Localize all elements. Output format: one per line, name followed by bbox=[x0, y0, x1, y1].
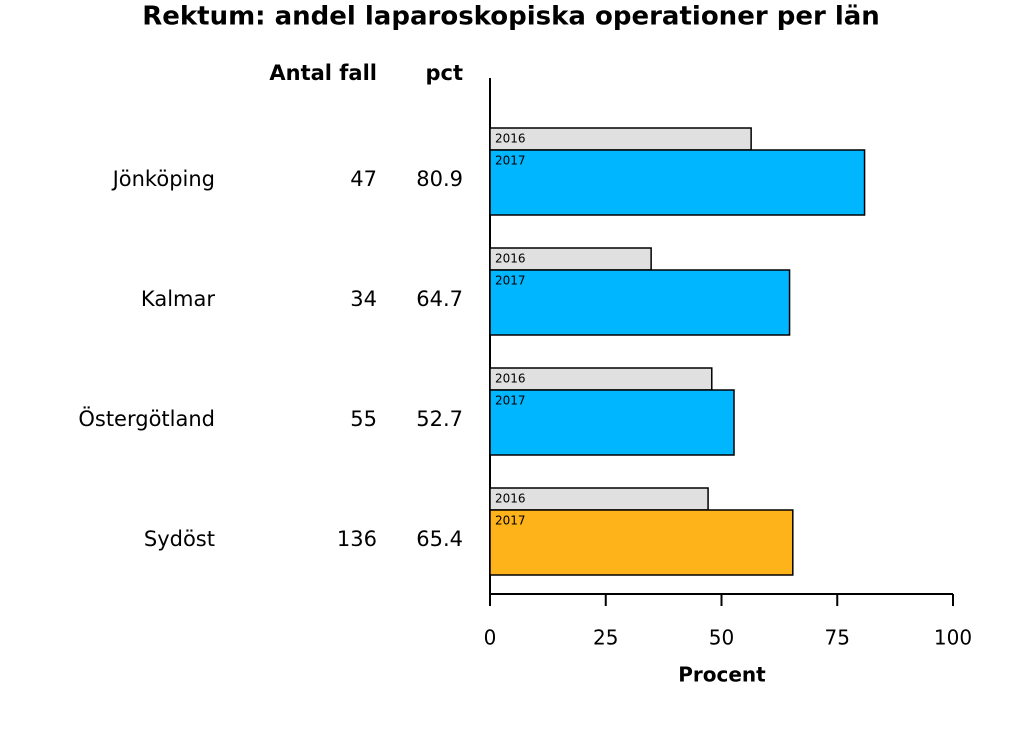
bar-series-label: 2016 bbox=[495, 372, 526, 386]
table-cell: 55 bbox=[350, 407, 377, 431]
bar-series-label: 2017 bbox=[495, 154, 526, 168]
bar-series-label: 2017 bbox=[495, 514, 526, 528]
bar bbox=[489, 389, 735, 456]
category-label: Östergötland bbox=[78, 406, 215, 431]
bar bbox=[489, 127, 752, 151]
bar-series-label: 2016 bbox=[495, 492, 526, 506]
bar-series-label: 2017 bbox=[495, 394, 526, 408]
column-header: pct bbox=[425, 61, 463, 85]
bar-series-label: 2017 bbox=[495, 274, 526, 288]
x-tick-label: 75 bbox=[825, 626, 850, 650]
bar bbox=[489, 149, 866, 216]
bar bbox=[489, 269, 791, 336]
table-cell: 65.4 bbox=[416, 527, 463, 551]
x-tick-label: 100 bbox=[934, 626, 972, 650]
table-cell: 34 bbox=[350, 287, 377, 311]
x-tick-label: 25 bbox=[593, 626, 618, 650]
table-cell: 80.9 bbox=[416, 167, 463, 191]
column-header: Antal fall bbox=[269, 61, 377, 85]
x-axis-label: Procent bbox=[678, 663, 766, 687]
bar bbox=[489, 509, 794, 576]
chart-title: Rektum: andel laparoskopiska operationer… bbox=[142, 2, 880, 32]
table-cell: 52.7 bbox=[416, 407, 463, 431]
table-cell: 136 bbox=[337, 527, 377, 551]
x-tick-label: 50 bbox=[709, 626, 734, 650]
category-label: Jönköping bbox=[111, 167, 215, 191]
table-cell: 64.7 bbox=[416, 287, 463, 311]
category-label: Sydöst bbox=[144, 527, 215, 551]
table-cell: 47 bbox=[350, 167, 377, 191]
bar-series-label: 2016 bbox=[495, 132, 526, 146]
bar-series-label: 2016 bbox=[495, 252, 526, 266]
x-tick-label: 0 bbox=[484, 626, 497, 650]
category-label: Kalmar bbox=[141, 287, 215, 311]
